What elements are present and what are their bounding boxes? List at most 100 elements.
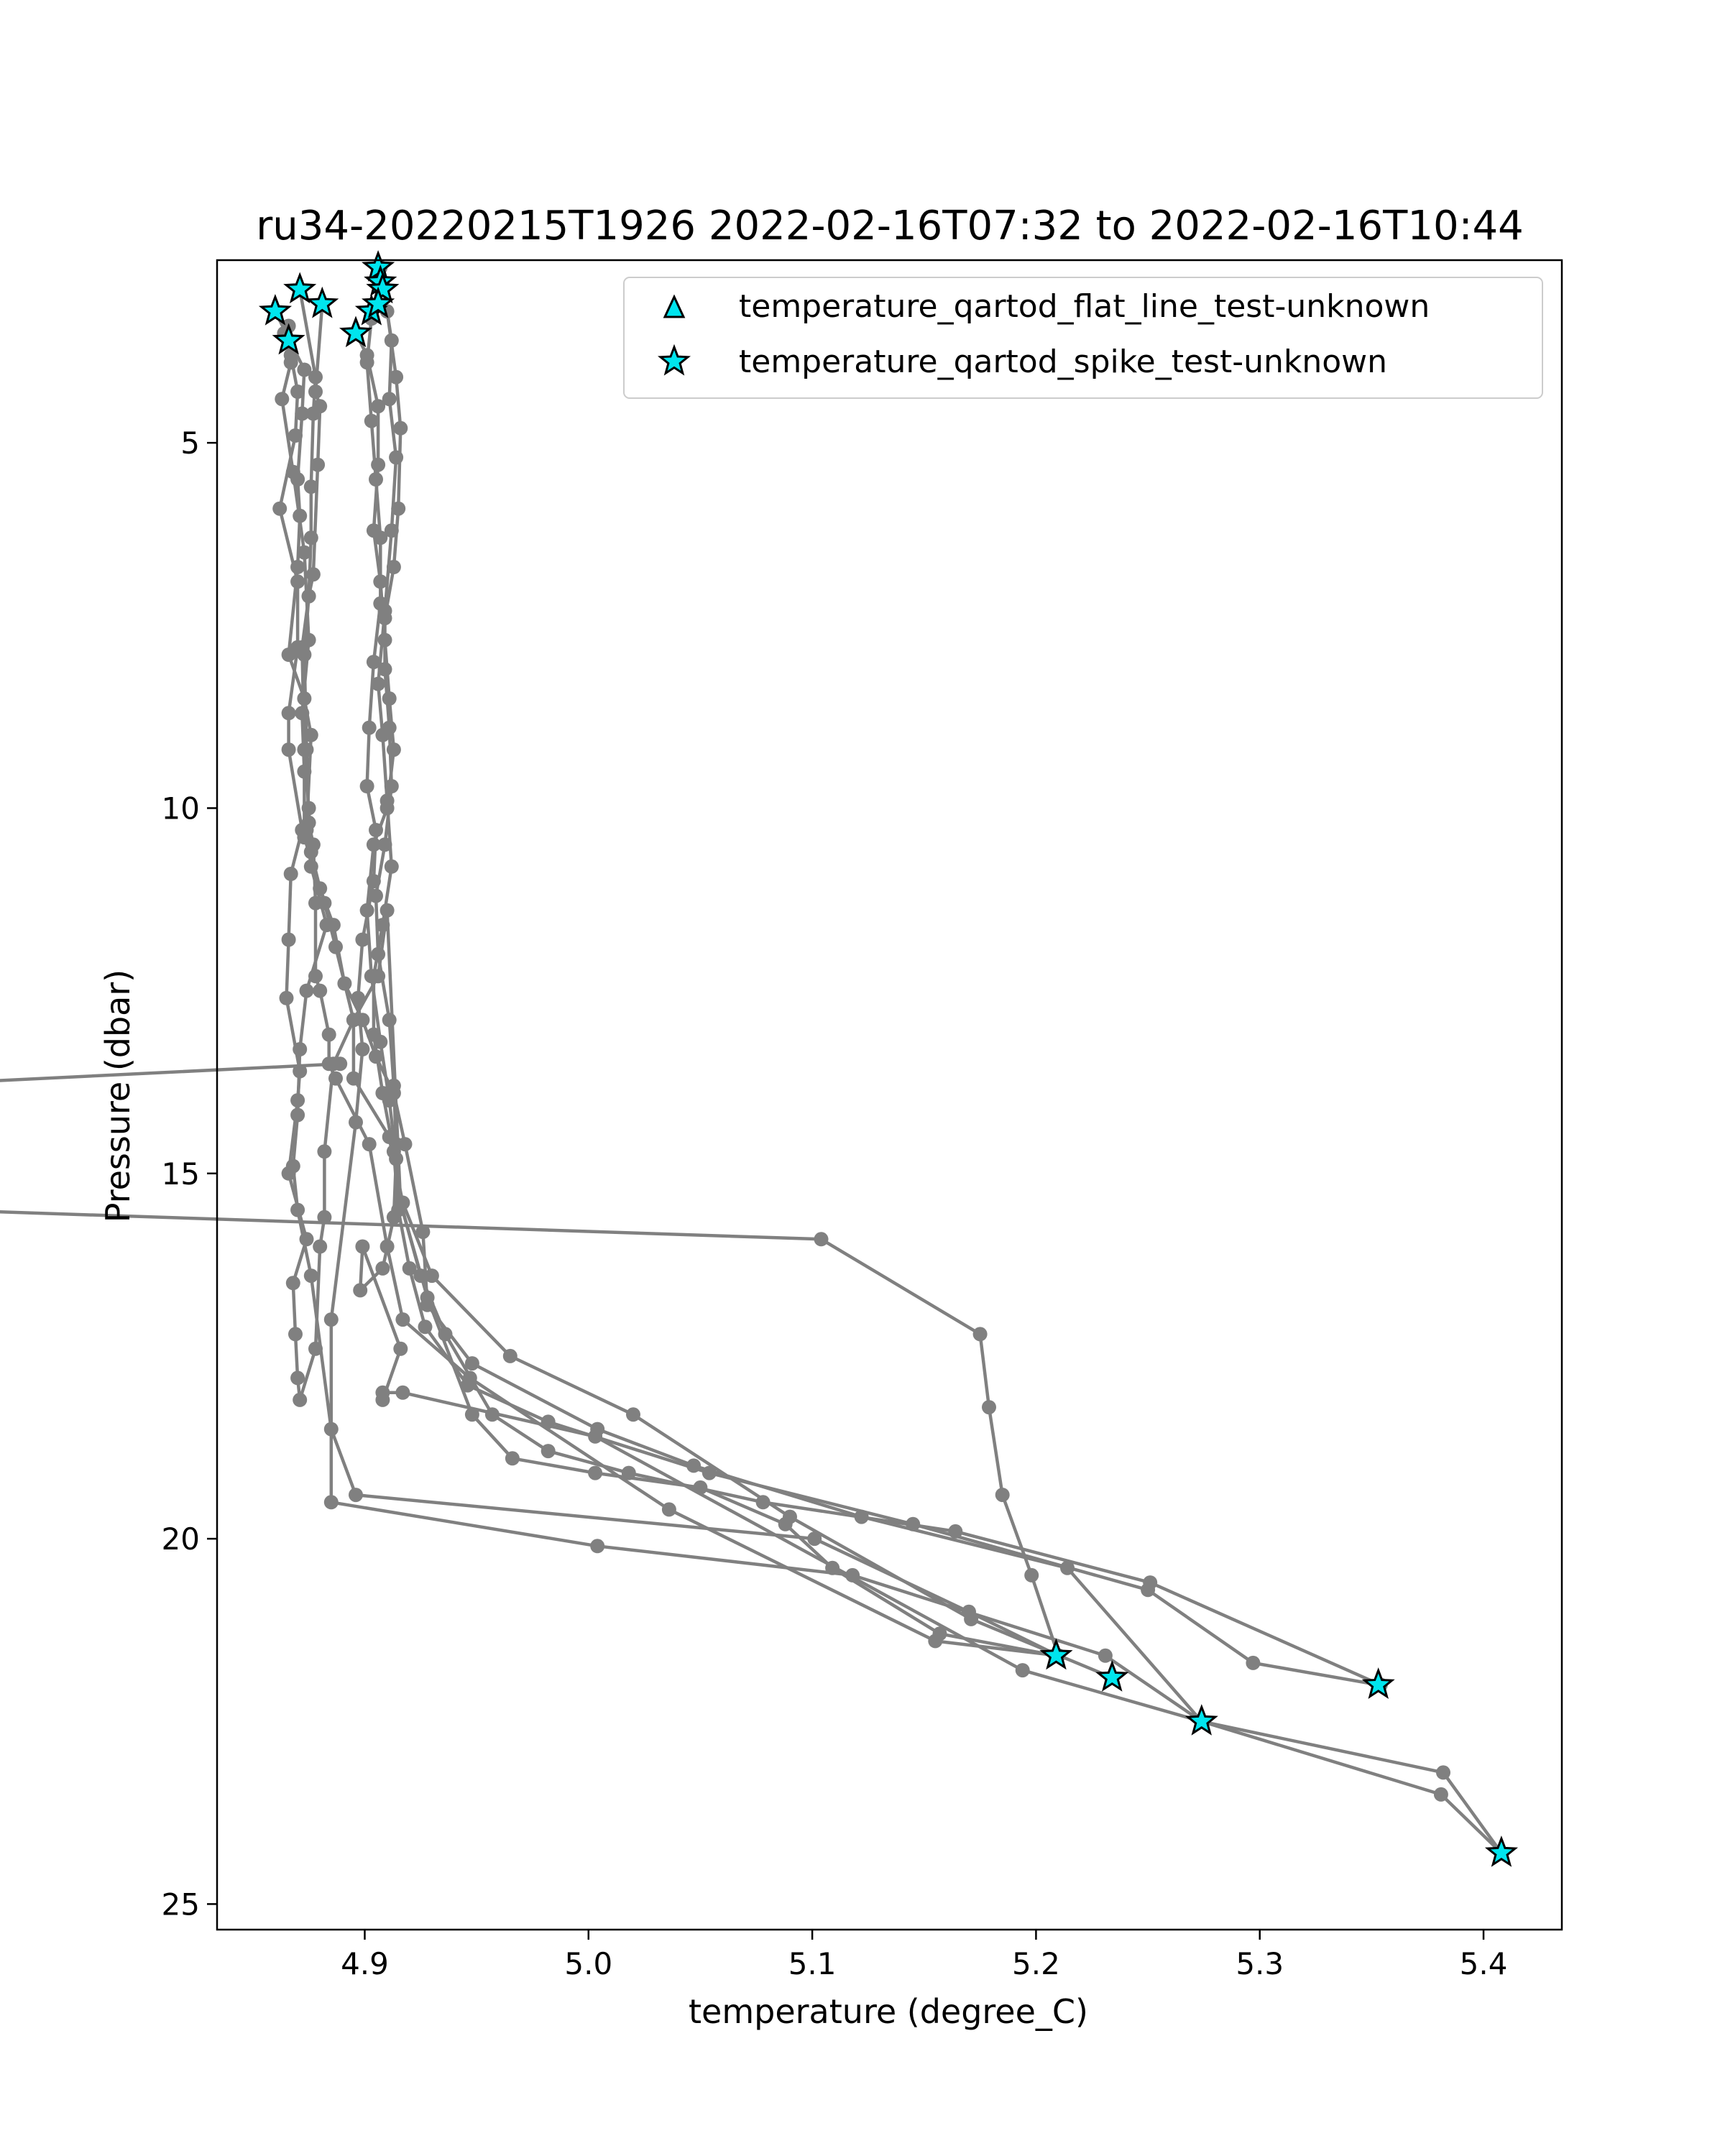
profile-point bbox=[353, 1283, 368, 1298]
profile-point bbox=[845, 1567, 860, 1583]
profile-point bbox=[366, 655, 381, 670]
profile-point bbox=[364, 969, 379, 984]
profile-point bbox=[393, 420, 408, 436]
profile-point bbox=[382, 392, 397, 407]
profile-point bbox=[402, 1261, 417, 1276]
spike-test-marker bbox=[258, 293, 293, 326]
profile-point bbox=[364, 413, 379, 428]
profile-point bbox=[380, 801, 395, 816]
profile-point bbox=[386, 1210, 401, 1225]
legend: temperature_qartod_flat_line_test-unknow… bbox=[623, 277, 1543, 399]
profile-point bbox=[321, 1027, 336, 1042]
chart-title: ru34-20220215T1926 2022-02-16T07:32 to 2… bbox=[256, 203, 1523, 249]
profile-point bbox=[355, 1239, 370, 1254]
spike-test-marker bbox=[1039, 1638, 1073, 1670]
x-tick-label: 5.0 bbox=[564, 1946, 612, 1981]
profile-point bbox=[807, 1531, 822, 1547]
profile-point bbox=[460, 1378, 475, 1393]
profile-point bbox=[590, 1539, 605, 1554]
profile-point bbox=[362, 1137, 377, 1152]
profile-point bbox=[283, 867, 298, 881]
profile-point bbox=[464, 1356, 479, 1371]
profile-point bbox=[371, 676, 386, 691]
profile-point bbox=[359, 779, 374, 793]
profile-point bbox=[272, 501, 288, 516]
profile-point bbox=[415, 1225, 431, 1240]
profile-point bbox=[323, 1495, 339, 1510]
profile-point bbox=[317, 1144, 332, 1159]
profile-point bbox=[290, 1107, 305, 1123]
legend-label-spike: temperature_qartod_spike_test-unknown bbox=[739, 344, 1387, 380]
profile-point bbox=[295, 706, 310, 721]
profile-point bbox=[382, 1093, 397, 1108]
profile-point bbox=[290, 384, 305, 399]
profile-point bbox=[303, 727, 318, 742]
profile-point bbox=[661, 1502, 676, 1517]
spike-test-marker bbox=[1484, 1835, 1519, 1867]
profile-point bbox=[285, 1158, 300, 1174]
profile-point bbox=[382, 691, 397, 706]
profile-point bbox=[995, 1488, 1010, 1503]
profile-point bbox=[1436, 1765, 1450, 1780]
profile-point bbox=[328, 939, 343, 954]
x-tick-label: 5.2 bbox=[1012, 1946, 1060, 1981]
spike-test-marker bbox=[366, 272, 400, 304]
profile-point bbox=[375, 727, 390, 742]
profile-point bbox=[346, 1071, 361, 1086]
profile-point bbox=[281, 706, 296, 721]
profile-point bbox=[369, 823, 383, 837]
triangle-marker-icon bbox=[663, 294, 686, 318]
profile-point bbox=[982, 1400, 996, 1415]
profile-point bbox=[386, 742, 401, 757]
profile-point bbox=[297, 545, 312, 560]
profile-point bbox=[375, 1261, 390, 1276]
profile-point bbox=[301, 632, 316, 648]
profile-line-10 bbox=[0, 1062, 1060, 1657]
x-tick-label: 5.4 bbox=[1460, 1946, 1508, 1981]
profile-point bbox=[303, 479, 318, 494]
y-tick-label: 5 bbox=[180, 425, 200, 461]
profile-point bbox=[366, 874, 381, 889]
profile-point bbox=[438, 1327, 453, 1342]
profile-point bbox=[359, 355, 374, 370]
profile-point bbox=[814, 1232, 829, 1247]
profile-point bbox=[413, 1268, 428, 1284]
profile-point bbox=[333, 1056, 348, 1072]
profile-point bbox=[928, 1634, 943, 1649]
profile-point bbox=[290, 560, 305, 574]
axes-frame bbox=[216, 259, 1563, 1931]
x-tick-label: 4.9 bbox=[341, 1946, 389, 1981]
profile-point bbox=[377, 632, 392, 648]
profile-point bbox=[293, 1042, 308, 1056]
profile-point bbox=[279, 990, 294, 1005]
profile-point bbox=[418, 1319, 433, 1335]
y-tick-label: 10 bbox=[162, 791, 200, 826]
profile-point bbox=[295, 406, 310, 421]
profile-point bbox=[375, 918, 390, 933]
profile-point bbox=[373, 530, 388, 545]
profile-point bbox=[389, 369, 404, 384]
x-tick-label: 5.1 bbox=[788, 1946, 837, 1981]
legend-box bbox=[623, 277, 1543, 399]
profile-point bbox=[626, 1407, 640, 1422]
profile-point bbox=[371, 399, 386, 414]
spike-test-marker bbox=[1095, 1660, 1129, 1692]
profile-point bbox=[313, 1239, 328, 1254]
profile-point bbox=[317, 1210, 332, 1225]
profile-point bbox=[1246, 1655, 1261, 1670]
profile-point bbox=[362, 720, 377, 735]
profile-point bbox=[285, 1276, 300, 1291]
profile-point bbox=[755, 1495, 770, 1510]
spike-test-marker bbox=[1184, 1704, 1218, 1736]
profile-point bbox=[317, 895, 332, 911]
spike-test-marker bbox=[1361, 1667, 1395, 1700]
profile-point bbox=[303, 530, 318, 545]
profile-point bbox=[285, 464, 300, 479]
profile-point bbox=[349, 1488, 363, 1503]
profile-point bbox=[384, 859, 399, 874]
profile-point bbox=[375, 1385, 390, 1400]
y-tick-label: 25 bbox=[162, 1886, 200, 1922]
y-axis-ticks: 5 10 15 20 25 bbox=[162, 425, 217, 1922]
profile-point bbox=[972, 1327, 988, 1342]
